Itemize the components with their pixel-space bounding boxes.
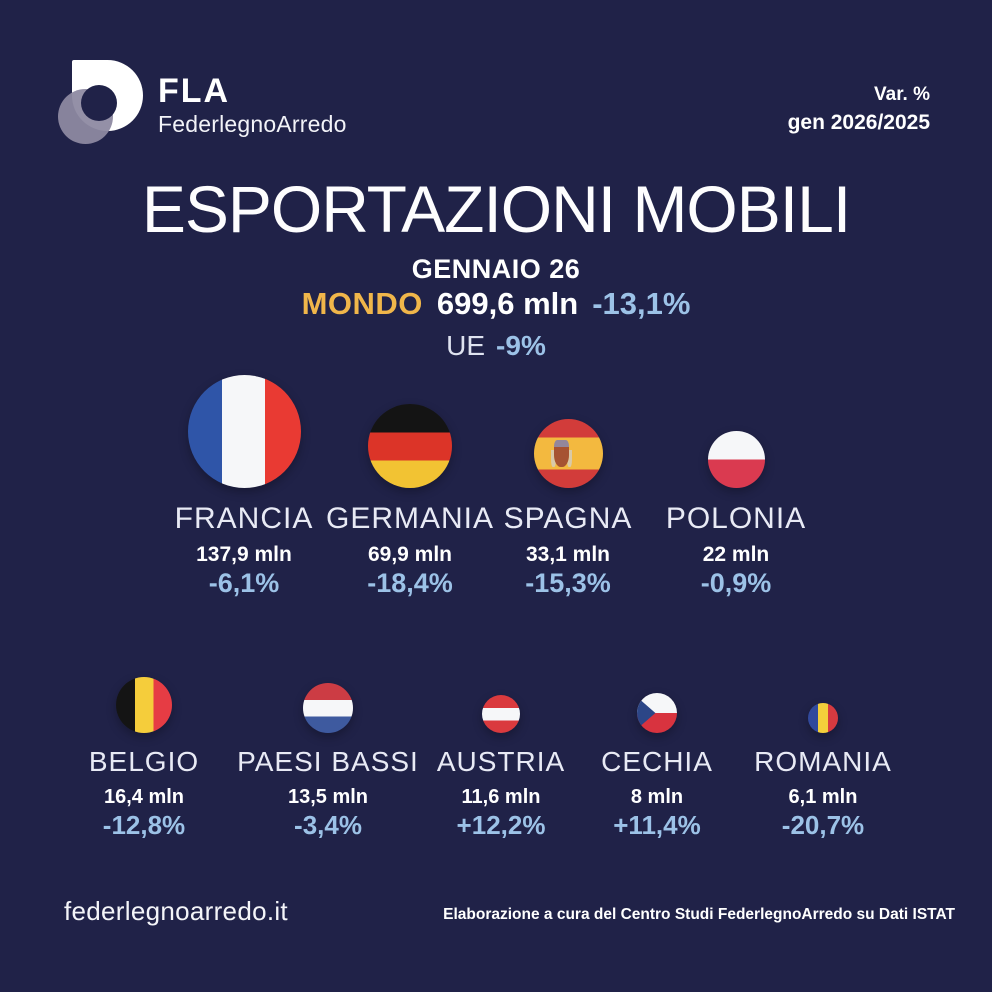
country-card-poland: POLONIA 22 mln -0,9% [636,372,836,599]
country-change: -15,3% [525,568,611,599]
logo-hole-icon [81,85,117,121]
site-link[interactable]: federlegnoarredo.it [64,896,288,926]
country-value: 8 mln [630,785,684,808]
austria-flag-icon [482,695,520,733]
country-name: FRANCIA [174,502,314,535]
country-name: BELGIO [88,746,200,777]
country-name: CECHIA [601,746,713,777]
country-change: +12,2% [456,809,546,840]
romania-flag-icon [808,703,838,733]
variation-label: Var. % [874,84,930,105]
flag-wrap [636,372,836,488]
eu-change: -9% [496,330,546,361]
country-change: -12,8% [102,809,186,840]
country-name: ROMANIA [754,746,892,777]
eu-total-row: UE -9% [0,332,992,360]
country-value: 6,1 mln [788,785,858,808]
poland-flag-icon [707,431,765,488]
country-card-czechia: CECHIA 8 mln +11,4% [557,676,757,839]
flag-wrap [468,372,668,488]
country-card-belgium: BELGIO 16,4 mln -12,8% [44,676,244,839]
country-change: -18,4% [367,568,453,599]
country-name: GERMANIA [325,502,495,535]
country-change: +11,4% [613,809,701,840]
country-card-spain: SPAGNA 33,1 mln -15,3% [468,372,668,599]
attribution-text: Elaborazione a cura del Centro Studi Fed… [443,906,955,923]
country-card-austria: AUSTRIA 11,6 mln +12,2% [401,676,601,839]
logo-wordmark: FederlegnoArredo [158,111,347,137]
country-name: AUSTRIA [436,746,566,777]
country-change: -3,4% [294,809,362,840]
world-total-row: MONDO 699,6 mln -13,1% [0,288,992,319]
period-label: gen 2026/2025 [787,110,930,134]
belgium-flag-icon [116,677,172,733]
country-card-romania: ROMANIA 6,1 mln -20,7% [723,676,923,839]
france-flag-icon [187,375,301,488]
country-value: 16,4 mln [103,785,185,808]
flag-wrap [401,676,601,733]
fla-logo [58,58,144,144]
page-title: ESPORTAZIONI MOBILI [141,172,851,246]
country-value: 13,5 mln [287,785,369,808]
country-value: 22 mln [702,543,770,566]
eu-label: UE [446,330,486,361]
flag-wrap [557,676,757,733]
logo-acronym: FLA [158,72,231,110]
flag-wrap [723,676,923,733]
country-value: 69,9 mln [367,543,453,566]
flag-wrap [144,372,344,488]
country-name: SPAGNA [503,502,633,535]
country-value: 33,1 mln [525,543,611,566]
czechia-flag-icon [637,693,677,733]
period-block: Var. % gen 2026/2025 [788,84,930,135]
country-value: 11,6 mln [461,785,541,808]
country-name: POLONIA [665,502,807,535]
netherlands-flag-icon [303,683,353,733]
country-change: -0,9% [700,568,772,599]
country-card-france: FRANCIA 137,9 mln -6,1% [144,372,344,599]
country-card-netherlands: PAESI BASSI 13,5 mln -3,4% [228,676,428,839]
germany-flag-icon [368,404,452,488]
country-value: 137,9 mln [196,543,292,566]
world-value: 699,6 mln [436,286,579,321]
world-change: -13,1% [592,286,691,321]
flag-wrap [228,676,428,733]
flag-wrap [310,372,510,488]
logo-text-block: FLA FederlegnoArredo [158,74,347,136]
world-label: MONDO [301,286,423,321]
country-card-germany: GERMANIA 69,9 mln -18,4% [310,372,510,599]
flag-wrap [44,676,244,733]
country-name: PAESI BASSI [237,746,419,777]
spain-flag-icon [533,419,603,488]
country-change: -6,1% [208,568,280,599]
country-change: -20,7% [781,809,865,840]
subtitle-date: GENNAIO 26 [411,254,581,284]
